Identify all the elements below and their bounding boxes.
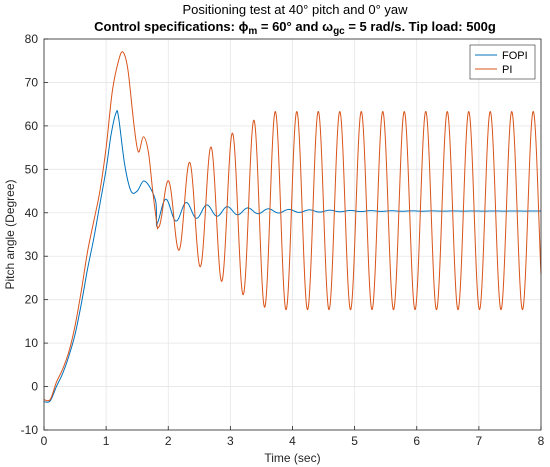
x-tick-label: 5 bbox=[351, 434, 358, 448]
x-tick-label: 3 bbox=[227, 434, 234, 448]
x-tick-label: 1 bbox=[103, 434, 110, 448]
y-tick-label: 0 bbox=[31, 380, 38, 394]
legend-box bbox=[469, 44, 536, 80]
y-tick-label: 20 bbox=[25, 293, 39, 307]
x-tick-label: 7 bbox=[476, 434, 483, 448]
y-tick-label: 10 bbox=[25, 336, 39, 350]
x-axis-label: Time (sec) bbox=[264, 451, 320, 465]
y-tick-label: -10 bbox=[21, 423, 39, 437]
legend-label: FOPI bbox=[502, 50, 528, 62]
chart-title: Positioning test at 40° pitch and 0° yaw bbox=[182, 2, 408, 17]
y-axis-label: Pitch angle (Degree) bbox=[3, 179, 17, 289]
x-tick-label: 8 bbox=[538, 434, 545, 448]
y-tick-label: 40 bbox=[25, 206, 39, 220]
legend: FOPI PI bbox=[469, 44, 536, 80]
x-tick-label: 4 bbox=[289, 434, 296, 448]
y-tick-label: 80 bbox=[25, 32, 39, 46]
series-layer bbox=[43, 51, 542, 403]
legend-label: PI bbox=[502, 64, 512, 76]
series-line-pi bbox=[43, 51, 542, 402]
y-tick-label: 50 bbox=[25, 162, 39, 176]
x-tick-label: 2 bbox=[165, 434, 172, 448]
y-tick-label: 60 bbox=[25, 119, 39, 133]
y-tick-label: 70 bbox=[25, 75, 39, 89]
x-tick-label: 0 bbox=[41, 434, 48, 448]
chart-subtitle: Control specifications: ϕm = 60° and ωgc… bbox=[94, 19, 496, 37]
x-tick-label: 6 bbox=[413, 434, 420, 448]
y-tick-label: 30 bbox=[25, 249, 39, 263]
series-line-fopi bbox=[43, 110, 542, 403]
